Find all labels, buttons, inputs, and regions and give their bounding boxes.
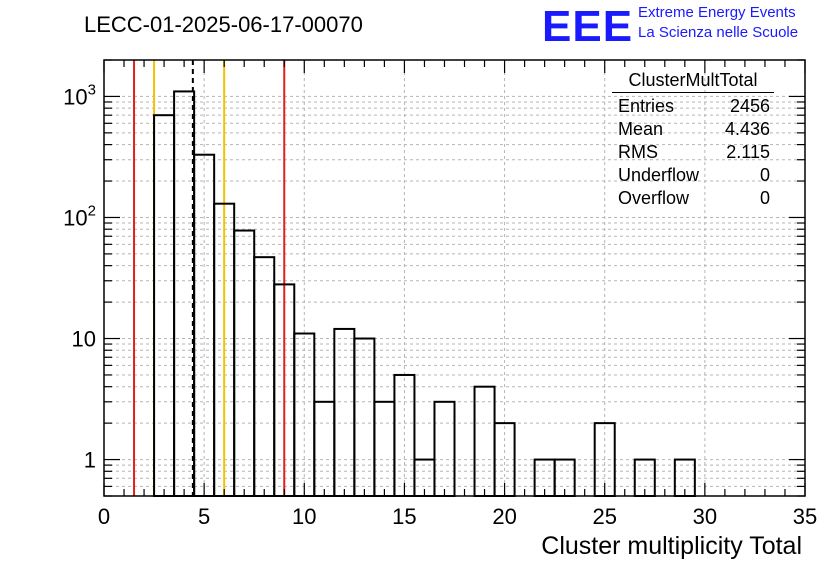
stats-row: Mean 4.436 xyxy=(612,118,774,141)
stats-label: Entries xyxy=(618,96,675,116)
eee-logo: EEE xyxy=(542,2,634,51)
grid-lines xyxy=(104,60,805,496)
stats-label: Underflow xyxy=(618,165,700,185)
histogram-bar xyxy=(373,400,396,497)
axis-ticks: 0 5 10 15 20 25 30 35 1 10 102 103 xyxy=(63,59,817,529)
y-tick-label: 1 xyxy=(84,448,96,473)
histogram-bar xyxy=(153,114,176,497)
stats-value: 2.115 xyxy=(726,142,770,162)
histogram-bar xyxy=(313,400,336,497)
stats-label: Overflow xyxy=(618,188,690,208)
x-tick-label: 0 xyxy=(98,504,110,529)
x-tick-label: 15 xyxy=(392,504,416,529)
stats-label: Mean xyxy=(618,119,664,139)
stats-value: 4.436 xyxy=(724,119,770,139)
stats-row: Entries 2456 xyxy=(612,95,774,118)
x-tick-label: 25 xyxy=(592,504,616,529)
histogram-bar xyxy=(433,400,456,497)
y-tick-label: 10 xyxy=(72,327,96,352)
stats-value: 0 xyxy=(759,188,770,208)
histogram-bar xyxy=(253,256,276,497)
x-tick-label: 20 xyxy=(492,504,516,529)
stats-value: 2456 xyxy=(729,96,770,116)
plot-frame xyxy=(103,59,806,497)
stats-value: 0 xyxy=(759,165,770,185)
stats-title: ClusterMultTotal xyxy=(612,70,774,93)
x-tick-label: 30 xyxy=(693,504,717,529)
x-tick-label: 10 xyxy=(292,504,316,529)
histogram-bar xyxy=(473,385,496,498)
x-axis-label: Cluster multiplicity Total xyxy=(541,532,802,560)
stats-box: ClusterMultTotal Entries 2456 Mean 4.436… xyxy=(612,70,774,210)
histogram-bar xyxy=(353,337,376,498)
histogram-bar xyxy=(173,90,196,498)
y-tick-label: 103 xyxy=(63,81,96,109)
reference-lines xyxy=(133,60,286,496)
stats-label: RMS xyxy=(618,142,658,162)
logo-line-1: Extreme Energy Events xyxy=(638,4,796,21)
chart-title: LECC-01-2025-06-17-00070 xyxy=(84,12,363,37)
logo-line-2: La Scienza nelle Scuole xyxy=(638,24,799,41)
y-tick-label: 102 xyxy=(63,202,96,230)
x-tick-label: 35 xyxy=(793,504,817,529)
x-tick-label: 5 xyxy=(198,504,210,529)
stats-row: RMS 2.115 xyxy=(612,141,774,164)
histogram-bar xyxy=(233,229,256,498)
stats-row: Underflow 0 xyxy=(612,164,774,187)
stats-row: Overflow 0 xyxy=(612,187,774,210)
